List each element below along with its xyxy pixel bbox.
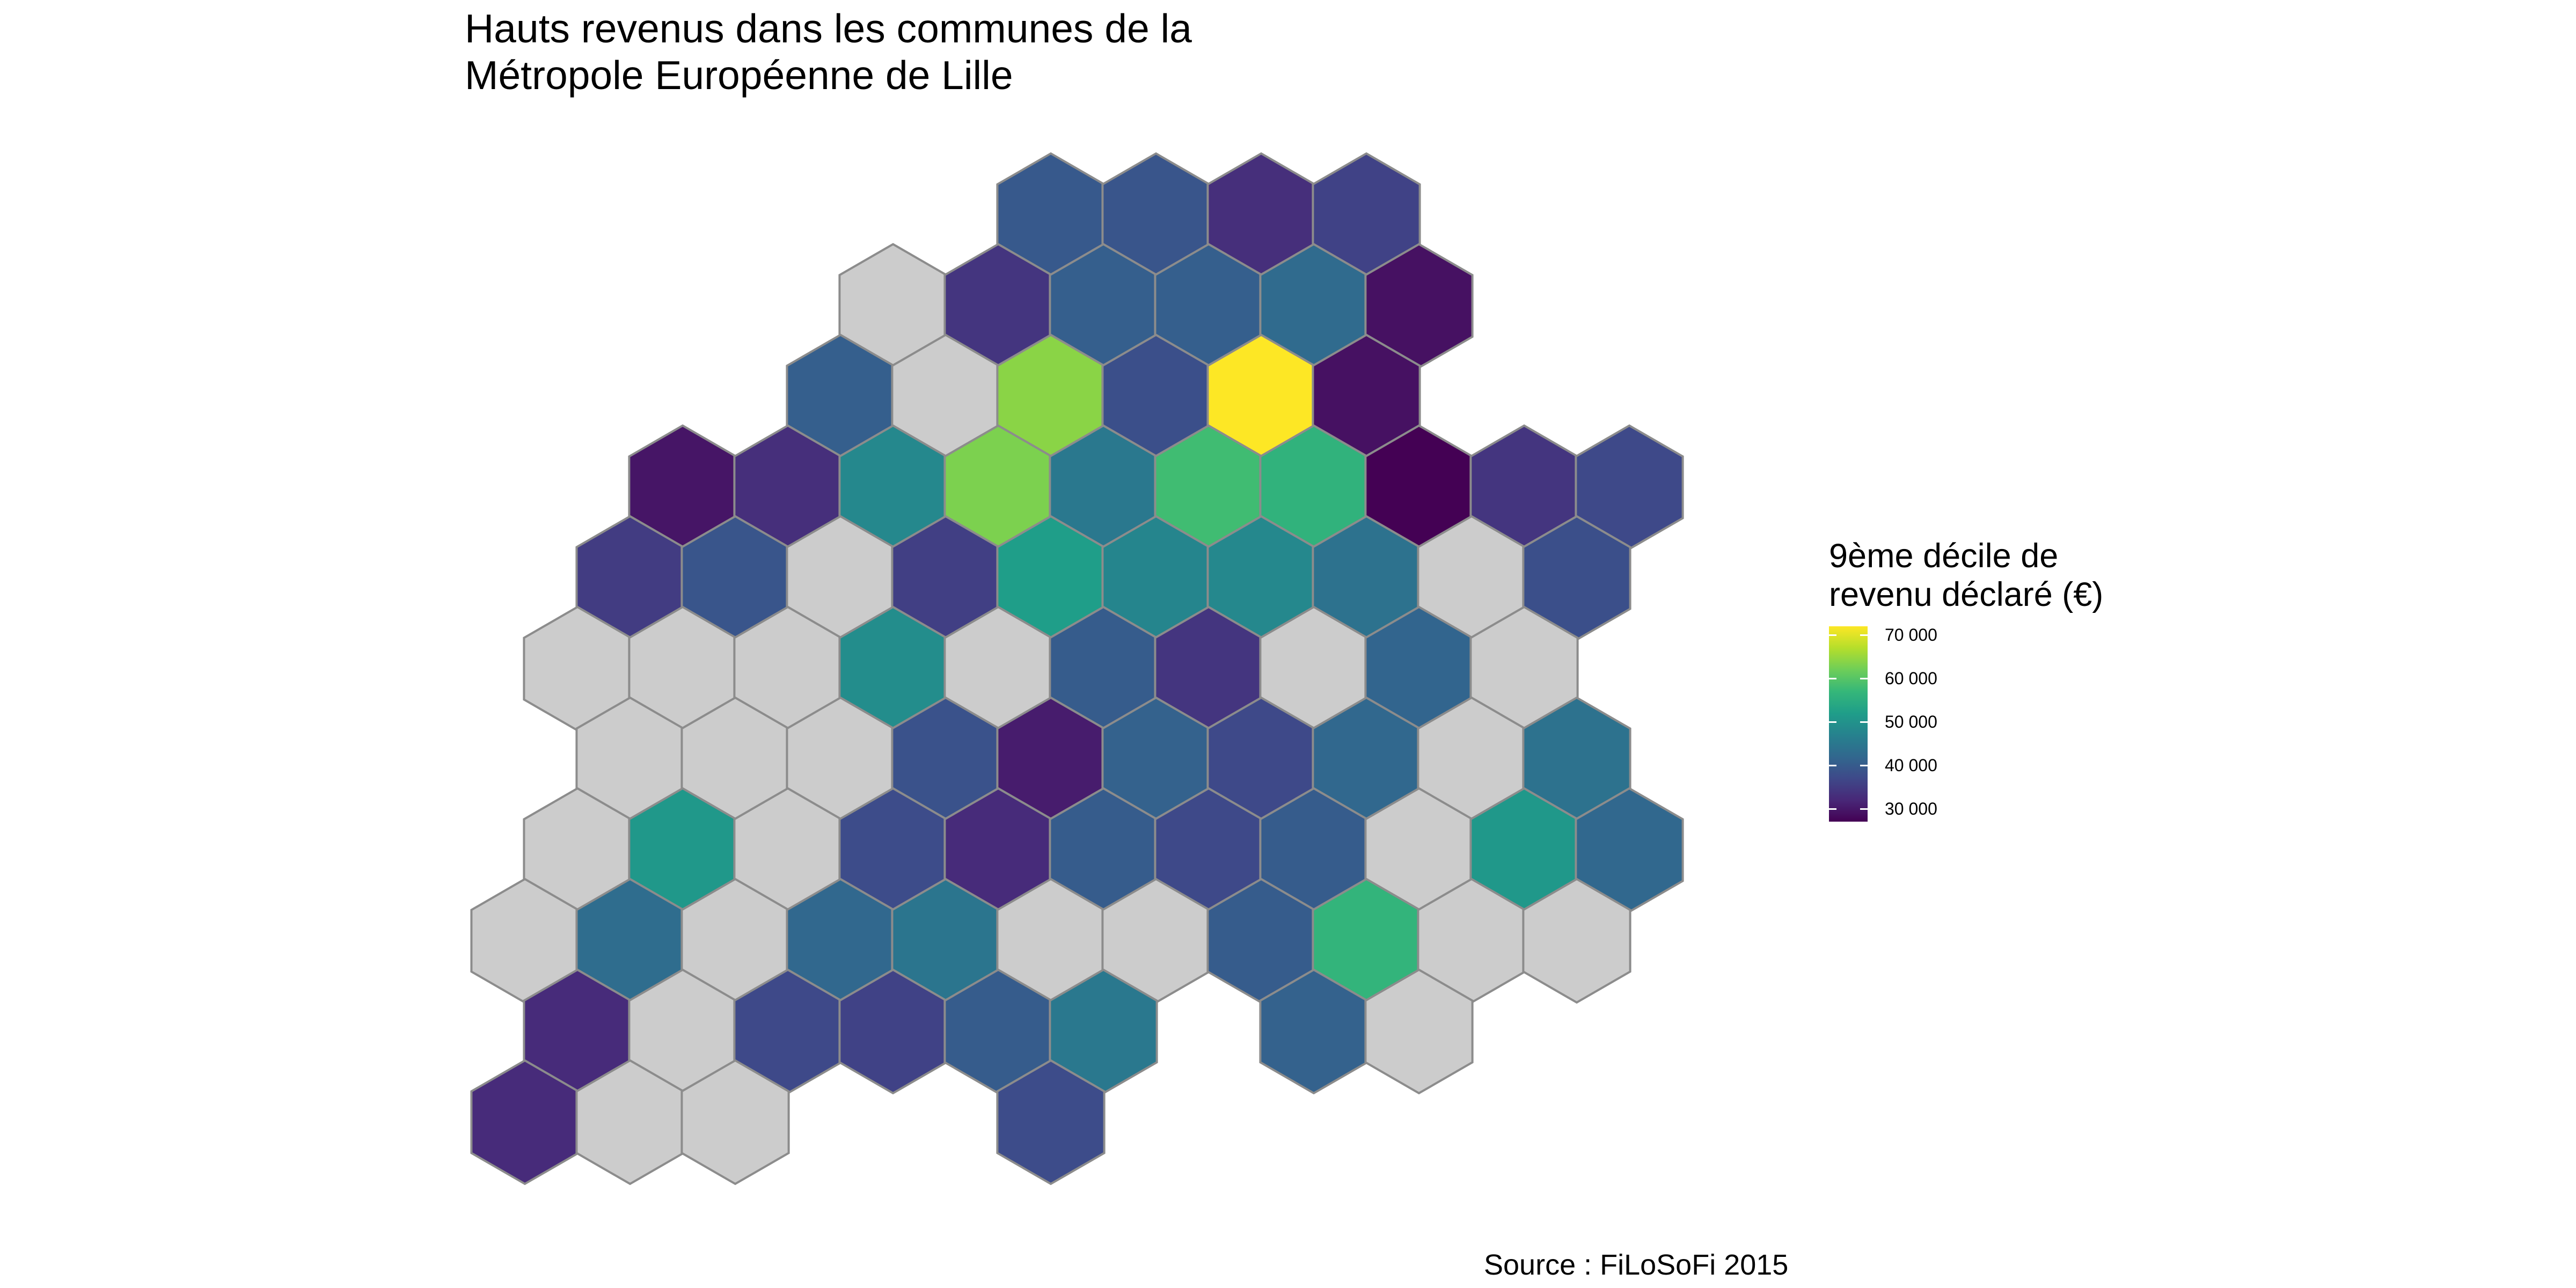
legend-tick-label: 30 000	[1885, 799, 1937, 818]
color-legend: 9ème décile de revenu déclaré (€) 70 000…	[1829, 537, 2103, 822]
legend-title-line-1: 9ème décile de	[1829, 537, 2059, 575]
legend-title-line-2: revenu déclaré (€)	[1829, 576, 2104, 613]
map-title: Hauts revenus dans les communes de la Mé…	[465, 5, 1645, 99]
legend-tick-label: 50 000	[1885, 712, 1937, 731]
hex-commune-r9-c16	[1364, 968, 1474, 1095]
legend-tick-label: 60 000	[1885, 669, 1937, 689]
legend-tick-label: 70 000	[1885, 625, 1937, 645]
hex-commune-r10-c9	[996, 1059, 1106, 1185]
hex-commune-r10-c3	[680, 1059, 790, 1185]
legend-tick-label: 40 000	[1885, 755, 1937, 775]
hex-commune-r8-c19	[1522, 877, 1631, 1004]
map-title-line-2: Métropole Européenne de Lille	[465, 53, 1013, 98]
map-title-line-1: Hauts revenus dans les communes de la	[465, 6, 1192, 51]
source-caption: Source : FiLoSoFi 2015	[1484, 1249, 1789, 1281]
legend-title: 9ème décile de revenu déclaré (€)	[1829, 537, 2103, 614]
legend-colorbar	[1829, 626, 1868, 822]
